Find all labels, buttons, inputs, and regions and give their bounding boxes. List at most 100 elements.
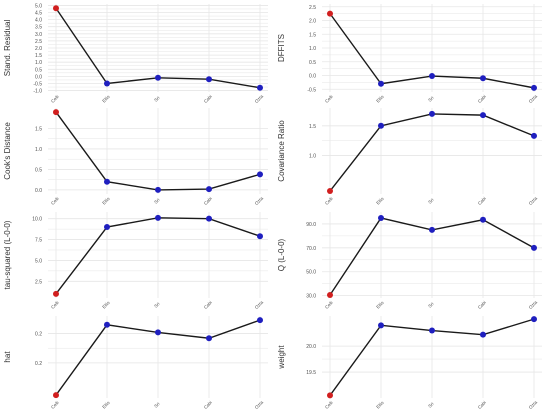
x-tick-label: Ellis [375,94,385,104]
y-axis-label: Stand. Residual [3,20,12,77]
y-axis-label: tau-squared (L-0-0) [3,220,12,289]
x-tick-label: Cabi [477,94,487,104]
y-tick-label: 1.0 [35,60,42,66]
data-point [104,321,110,328]
y-tick-label: 2.5 [35,279,42,285]
data-point [104,224,110,231]
panel-8: 19.5 20.0 Celli Ellis Sri Cabi Ozta weight [277,316,542,410]
x-tick-label: Ellis [375,300,385,310]
data-point [429,327,435,334]
x-tick-label: Celli [324,196,334,206]
data-point [206,76,212,83]
x-tick-label: Ellis [375,400,385,410]
data-point [206,215,212,222]
highlighted-data-point [327,392,333,399]
data-point [206,186,212,193]
x-tick-label: Celli [50,196,60,206]
y-axis-label: Cook's Distance [3,122,12,180]
highlighted-data-point [327,292,333,299]
data-point [257,317,263,324]
x-tick-label: Ozta [528,399,539,410]
x-tick-label: Celli [324,94,334,104]
x-tick-label: Celli [50,300,60,310]
data-point [378,322,384,329]
y-tick-label: 0.5 [35,67,42,73]
x-tick-label: Sri [427,401,434,408]
y-tick-label: 30.0 [306,294,316,300]
data-point [104,178,110,185]
x-tick-label: Cabi [477,196,487,206]
x-tick-label: Cabi [203,94,213,104]
x-tick-label: Ozta [528,299,539,310]
x-tick-label: Ozta [254,195,265,206]
y-tick-label: 0.0 [35,74,42,80]
y-axis-label: DFFITS [277,34,286,62]
y-tick-label: 50.0 [306,270,316,276]
y-tick-label: 4.5 [35,11,42,17]
highlighted-data-point [53,109,59,116]
data-point [531,316,537,323]
data-point [378,214,384,221]
panel-3: 0.0 0.5 1.0 1.5 Celli Ellis Sri Cabi Ozta Cook's … [3,108,268,206]
x-tick-label: Ozta [254,399,265,410]
data-point [155,186,161,193]
y-tick-label: 3.5 [35,25,42,31]
y-tick-label: 90.0 [306,222,316,228]
x-tick-label: Sri [153,401,160,408]
panel-5: 2.5 5.0 7.5 10.0 Celli Ellis Sri Cabi Ozta tau-sq… [3,212,268,310]
x-tick-label: Cabi [477,400,487,410]
y-tick-label: -0.5 [33,81,42,87]
x-tick-label: Ozta [528,93,539,104]
y-tick-label: 3.0 [35,32,42,38]
y-tick-label: 1.0 [309,153,316,159]
y-tick-label: 1.5 [35,126,42,132]
panel-1: -1.0 -0.50.00.51.01.52.02.53.03.54.04.5 5.… [3,3,268,104]
y-tick-label: 2.5 [35,39,42,45]
y-tick-label: 2.0 [309,19,316,25]
y-tick-label: 70.0 [306,246,316,252]
x-tick-label: Celli [324,400,334,410]
y-tick-label: 0.5 [309,60,316,66]
y-tick-label: 0.0 [35,188,42,194]
y-tick-label: 0.0 [309,74,316,80]
y-tick-label: 19.5 [306,370,316,376]
y-tick-label: 2.0 [35,46,42,52]
x-tick-label: Sri [153,197,160,204]
x-tick-label: Ozta [254,299,265,310]
data-point [429,73,435,80]
y-tick-label: 0.2 [35,332,42,338]
x-tick-label: Sri [427,197,434,204]
y-tick-label: 1.5 [35,53,42,59]
data-point [480,112,486,119]
y-tick-label: 1.0 [35,147,42,153]
data-point [104,80,110,87]
y-tick-label: 4.0 [35,18,42,24]
data-point [531,244,537,251]
x-tick-label: Cabi [203,300,213,310]
x-tick-label: Cabi [203,196,213,206]
y-axis-label: hat [3,351,12,363]
highlighted-data-point [53,290,59,297]
x-tick-label: Cabi [203,400,213,410]
x-tick-label: Sri [153,301,160,308]
highlighted-data-point [53,5,59,12]
y-tick-label: 0.5 [35,167,42,173]
data-point [480,331,486,338]
data-point [429,226,435,233]
x-tick-label: Ellis [101,400,111,410]
data-point [206,335,212,342]
y-tick-label: 1.5 [309,124,316,130]
y-tick-label: 10.0 [32,217,42,223]
x-tick-label: Celli [50,94,60,104]
panel-7: 0.2 0.2 Celli Ellis Sri Cabi Ozta hat [3,316,268,410]
data-point [257,233,263,240]
y-tick-label: 1.5 [309,32,316,38]
highlighted-data-point [327,188,333,195]
data-point [429,110,435,117]
data-point [155,74,161,81]
x-tick-label: Ellis [375,196,385,206]
x-tick-label: Cabi [477,300,487,310]
data-point [480,75,486,82]
panel-6: 30.0 50.0 70.0 90.0 Celli Ellis Sri Cabi Ozta Q (… [277,212,542,310]
